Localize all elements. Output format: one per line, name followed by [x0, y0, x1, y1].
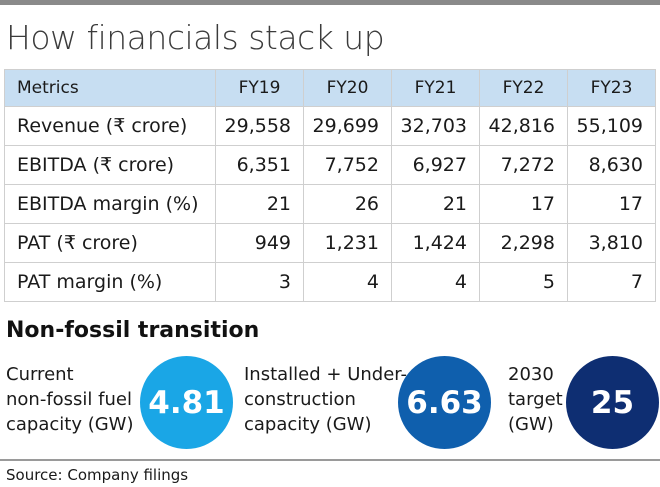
financials-table: Metrics FY19 FY20 FY21 FY22 FY23 Revenue… — [4, 69, 656, 302]
value-cell: 55,109 — [567, 106, 656, 146]
value-cell: 4 — [391, 262, 480, 302]
table-header-row: Metrics FY19 FY20 FY21 FY22 FY23 — [4, 69, 656, 107]
value-cell: 3,810 — [567, 223, 656, 263]
value-cell: 1,231 — [303, 223, 392, 263]
page-title: How financials stack up — [6, 18, 385, 57]
value-cell: 8,630 — [567, 145, 656, 185]
bottom-rule — [0, 459, 660, 461]
column-header: FY20 — [303, 69, 392, 107]
column-header: FY19 — [215, 69, 304, 107]
table-row: Revenue (₹ crore) 29,558 29,699 32,703 42,81… — [4, 106, 656, 146]
value-cell: 2,298 — [479, 223, 568, 263]
value-cell: 17 — [479, 184, 568, 224]
stat-bubble-target: 25 — [566, 356, 659, 449]
value-cell: 4 — [303, 262, 392, 302]
column-header: FY22 — [479, 69, 568, 107]
value-cell: 21 — [215, 184, 304, 224]
stat-bubble-installed: 6.63 — [398, 356, 491, 449]
metric-cell: EBITDA margin (%) — [4, 184, 216, 224]
table-row: EBITDA margin (%) 21 26 21 17 17 — [4, 184, 656, 224]
column-header: FY21 — [391, 69, 480, 107]
stat-bubble-current: 4.81 — [140, 356, 233, 449]
value-cell: 21 — [391, 184, 480, 224]
value-cell: 949 — [215, 223, 304, 263]
column-header: Metrics — [4, 69, 216, 107]
value-cell: 5 — [479, 262, 568, 302]
stat-label-target: 2030 target (GW) — [508, 364, 563, 435]
metric-cell: Revenue (₹ crore) — [4, 106, 216, 146]
source-note: Source: Company filings — [6, 466, 189, 484]
value-cell: 32,703 — [391, 106, 480, 146]
value-cell: 7 — [567, 262, 656, 302]
table-row: PAT margin (%) 3 4 4 5 7 — [4, 262, 656, 302]
value-cell: 42,816 — [479, 106, 568, 146]
value-cell: 17 — [567, 184, 656, 224]
top-rule — [0, 0, 660, 5]
value-cell: 6,927 — [391, 145, 480, 185]
value-cell: 3 — [215, 262, 304, 302]
value-cell: 6,351 — [215, 145, 304, 185]
stat-label-current: Current non-fossil fuel capacity (GW) — [6, 364, 134, 435]
value-cell: 7,752 — [303, 145, 392, 185]
table-row: PAT (₹ crore) 949 1,231 1,424 2,298 3,810 — [4, 223, 656, 263]
value-cell: 29,699 — [303, 106, 392, 146]
value-cell: 26 — [303, 184, 392, 224]
section-heading: Non-fossil transition — [6, 318, 260, 343]
column-header: FY23 — [567, 69, 656, 107]
metric-cell: PAT (₹ crore) — [4, 223, 216, 263]
value-cell: 1,424 — [391, 223, 480, 263]
table-row: EBITDA (₹ crore) 6,351 7,752 6,927 7,272 8,63… — [4, 145, 656, 185]
stat-label-installed: Installed + Under- construction capacity… — [244, 364, 408, 435]
metric-cell: PAT margin (%) — [4, 262, 216, 302]
metric-cell: EBITDA (₹ crore) — [4, 145, 216, 185]
value-cell: 7,272 — [479, 145, 568, 185]
value-cell: 29,558 — [215, 106, 304, 146]
